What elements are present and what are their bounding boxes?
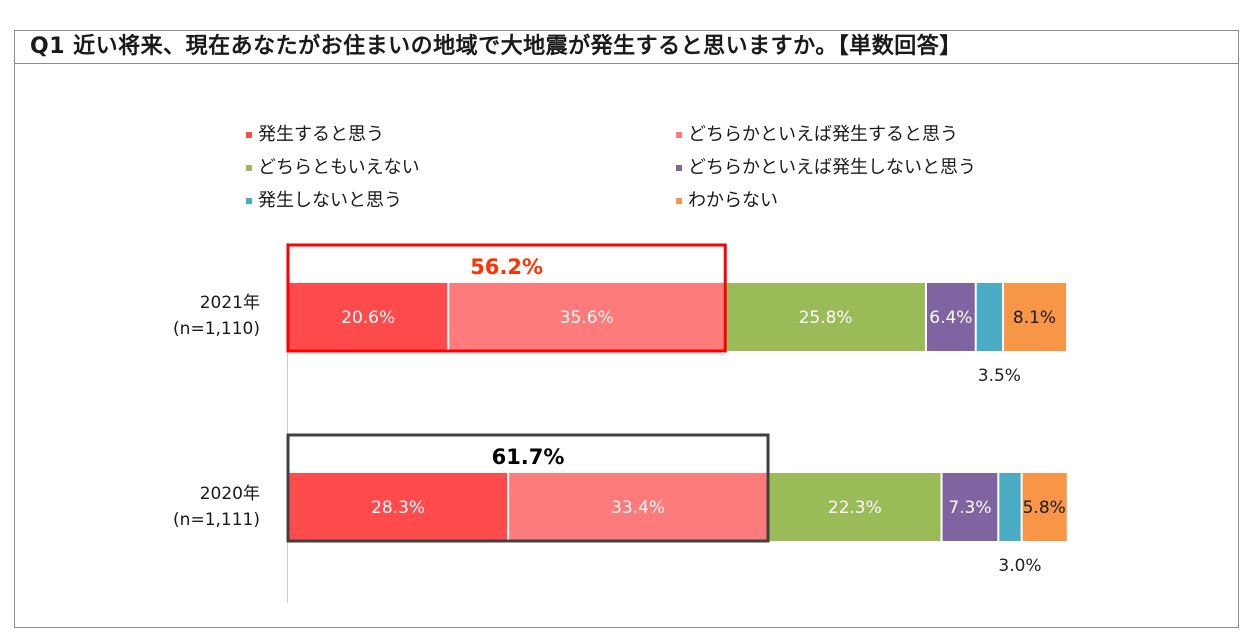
legend-swatch — [246, 198, 252, 204]
category-n: (n=1,110) — [173, 319, 260, 339]
chart-frame — [14, 30, 1239, 628]
legend-swatch — [676, 165, 682, 171]
data-label: 8.1% — [1013, 308, 1056, 328]
data-label: 33.4% — [611, 498, 665, 518]
bar-segment — [768, 473, 942, 541]
data-label: 3.5% — [978, 366, 1021, 386]
data-label: 28.3% — [371, 498, 425, 518]
bar-separator — [1001, 283, 1004, 351]
data-label: 25.8% — [799, 308, 853, 328]
legend-label: わからない — [688, 190, 778, 211]
legend-item-hassei-suru: 発生すると思う — [246, 122, 384, 148]
bar-segment — [288, 283, 449, 351]
legend-label: どちらかといえば発生しないと思う — [688, 157, 976, 178]
highlight-box — [286, 433, 770, 543]
data-label: 22.3% — [828, 498, 882, 518]
category-label-2021: 2021年 (n=1,110) — [140, 290, 260, 342]
data-label: 5.8% — [1023, 498, 1066, 518]
bar-separator — [940, 473, 943, 541]
category-year: 2021年 — [199, 293, 260, 313]
bar-separator — [447, 283, 450, 351]
legend-swatch — [246, 165, 252, 171]
legend-item-wakaranai: わからない — [676, 188, 778, 214]
bar-segment — [925, 283, 976, 351]
legend-label: 発生しないと思う — [258, 190, 402, 211]
bar-segment — [1021, 473, 1067, 541]
bar-segment — [448, 283, 726, 351]
highlight-box — [286, 243, 727, 353]
data-label: 7.3% — [948, 498, 991, 518]
bar-segment — [508, 473, 769, 541]
legend-item-dochira-hassei-shinai: どちらかといえば発生しないと思う — [676, 155, 976, 181]
data-label: 20.6% — [341, 308, 395, 328]
highlight-total-label: 61.7% — [492, 445, 565, 469]
legend-label: どちらともいえない — [258, 157, 420, 178]
bar-segment — [941, 473, 999, 541]
data-label: 6.4% — [929, 308, 972, 328]
bar-segment — [288, 473, 509, 541]
bar-segment — [975, 283, 1003, 351]
highlight-label-bg — [290, 247, 724, 282]
legend-swatch — [676, 198, 682, 204]
highlight-label-bg — [290, 437, 767, 472]
highlight-total-label: 56.2% — [470, 255, 543, 279]
category-axis-line — [287, 243, 288, 603]
bar-separator — [924, 283, 927, 351]
bar-separator — [974, 283, 977, 351]
category-n: (n=1,111) — [173, 510, 260, 530]
data-label: 35.6% — [560, 308, 614, 328]
chart-title: Q1 近い将来、現在あなたがお住まいの地域で大地震が発生すると思いますか。【単数… — [14, 30, 1239, 64]
legend-label: 発生すると思う — [258, 124, 384, 145]
category-year: 2020年 — [199, 484, 260, 504]
legend-swatch — [676, 132, 682, 138]
bar-separator — [507, 473, 510, 541]
legend-item-dochira-hassei-suru: どちらかといえば発生すると思う — [676, 122, 958, 148]
bar-separator — [1020, 473, 1023, 541]
bar-segment — [1002, 283, 1066, 351]
bar-segment — [725, 283, 926, 351]
legend-item-hassei-shinai: 発生しないと思う — [246, 188, 402, 214]
legend-item-dochira-tomo: どちらともいえない — [246, 155, 420, 181]
legend-swatch — [246, 132, 252, 138]
bar-separator — [997, 473, 1000, 541]
bar-segment — [998, 473, 1022, 541]
legend-label: どちらかといえば発生すると思う — [688, 124, 958, 145]
data-label: 3.0% — [998, 556, 1041, 576]
category-label-2020: 2020年 (n=1,111) — [140, 481, 260, 533]
